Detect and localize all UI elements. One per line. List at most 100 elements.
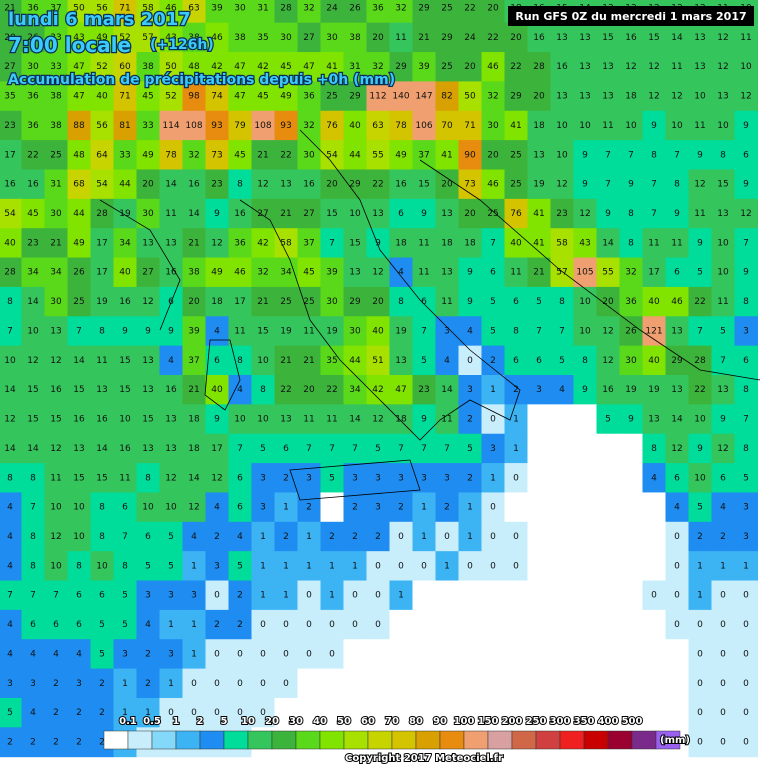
cell — [113, 22, 137, 53]
cell-value: 11 — [671, 62, 682, 72]
cell — [274, 169, 298, 200]
cell-value: 0 — [260, 649, 266, 659]
cell-value: 76 — [510, 209, 522, 219]
empty-cell — [412, 697, 436, 728]
empty-cell — [527, 521, 551, 552]
cell-value: 11 — [441, 297, 452, 307]
date: lundi 6 mars 2017 — [8, 9, 191, 30]
cell-value: 5 — [122, 620, 128, 630]
cell-value: 71 — [464, 121, 475, 131]
cell — [21, 81, 45, 112]
cell — [182, 345, 206, 376]
cell-value: 14 — [671, 415, 683, 425]
empty-cell — [596, 697, 620, 728]
cell-value: 82 — [441, 92, 452, 102]
cell — [458, 110, 482, 141]
cell — [481, 404, 505, 435]
cell-value: 20 — [487, 4, 499, 14]
cell — [320, 316, 344, 347]
cell-value: 28 — [96, 209, 108, 219]
cell — [320, 52, 344, 82]
cell — [228, 668, 252, 699]
cell — [688, 345, 712, 376]
cell-value: 10 — [96, 561, 108, 571]
cell-value: 35 — [4, 92, 15, 102]
empty-cell — [573, 463, 597, 493]
cell — [251, 0, 275, 24]
cell — [297, 551, 321, 582]
cell-value: 10 — [257, 415, 269, 425]
empty-cell — [435, 639, 459, 670]
cell-value: 2 — [145, 649, 151, 659]
cell — [389, 521, 413, 552]
cell — [274, 433, 298, 464]
cell-value: 2 — [99, 738, 105, 748]
cell-value: 36 — [372, 4, 384, 14]
cell — [550, 257, 574, 288]
cell — [389, 375, 413, 405]
cell-value: 6 — [30, 620, 36, 630]
time: 7:00 locale — [8, 33, 131, 57]
cell-value: 3 — [30, 679, 36, 689]
cell-value: 0 — [720, 591, 726, 601]
cell — [573, 169, 597, 200]
cell — [90, 492, 114, 523]
cell — [435, 81, 459, 112]
cell-value: 49 — [96, 33, 108, 43]
cell — [228, 22, 252, 53]
empty-cell — [619, 580, 643, 611]
cell-value: 4 — [674, 503, 680, 513]
cell — [642, 316, 666, 347]
cell-value: 1 — [513, 415, 519, 425]
cell-value: 10 — [694, 415, 706, 425]
cell-value: 11 — [717, 297, 728, 307]
cell — [21, 463, 45, 493]
cell — [389, 0, 413, 24]
empty-cell — [550, 639, 574, 670]
cell — [458, 316, 482, 347]
cell-value: 11 — [671, 238, 682, 248]
cell — [642, 404, 666, 435]
cell-value: 37 — [50, 4, 61, 14]
cell — [113, 433, 137, 464]
cell-value: 5 — [237, 561, 243, 571]
cell-value: 4 — [7, 649, 13, 659]
lead-time: (+126h) — [150, 37, 214, 53]
cell — [389, 433, 413, 464]
cell-value: 12 — [740, 209, 751, 219]
cell — [67, 580, 91, 611]
cell — [159, 580, 183, 611]
cell — [136, 551, 160, 582]
cell-value: 45 — [142, 92, 153, 102]
cell-value: 9 — [651, 121, 657, 131]
cell-value: 20 — [372, 33, 384, 43]
cell — [251, 404, 275, 435]
cell — [343, 52, 367, 82]
cell — [734, 345, 758, 376]
cell — [67, 140, 91, 170]
cell-value: 20 — [372, 297, 384, 307]
cell — [297, 228, 321, 259]
cell-value: 1 — [421, 503, 427, 513]
cell — [205, 286, 229, 317]
cell-value: 4 — [53, 649, 59, 659]
cell-value: 10 — [73, 503, 85, 513]
cell-value: 46 — [671, 297, 683, 307]
cell — [412, 492, 436, 523]
cell — [0, 286, 22, 317]
cell-value: 63 — [372, 121, 383, 131]
cell — [734, 22, 758, 53]
cell — [550, 140, 574, 170]
empty-cell — [527, 639, 551, 670]
cell-value: 0 — [697, 679, 703, 689]
cell — [182, 52, 206, 82]
legend-label: 50 — [337, 716, 351, 727]
cell-value: 25 — [303, 297, 314, 307]
cell-value: 13 — [441, 268, 452, 278]
cell — [665, 257, 689, 288]
cell-value: 16 — [188, 180, 200, 190]
cell — [711, 81, 735, 112]
cell-value: 7 — [559, 326, 565, 336]
cell-value: 4 — [651, 473, 657, 483]
cell — [205, 697, 229, 728]
